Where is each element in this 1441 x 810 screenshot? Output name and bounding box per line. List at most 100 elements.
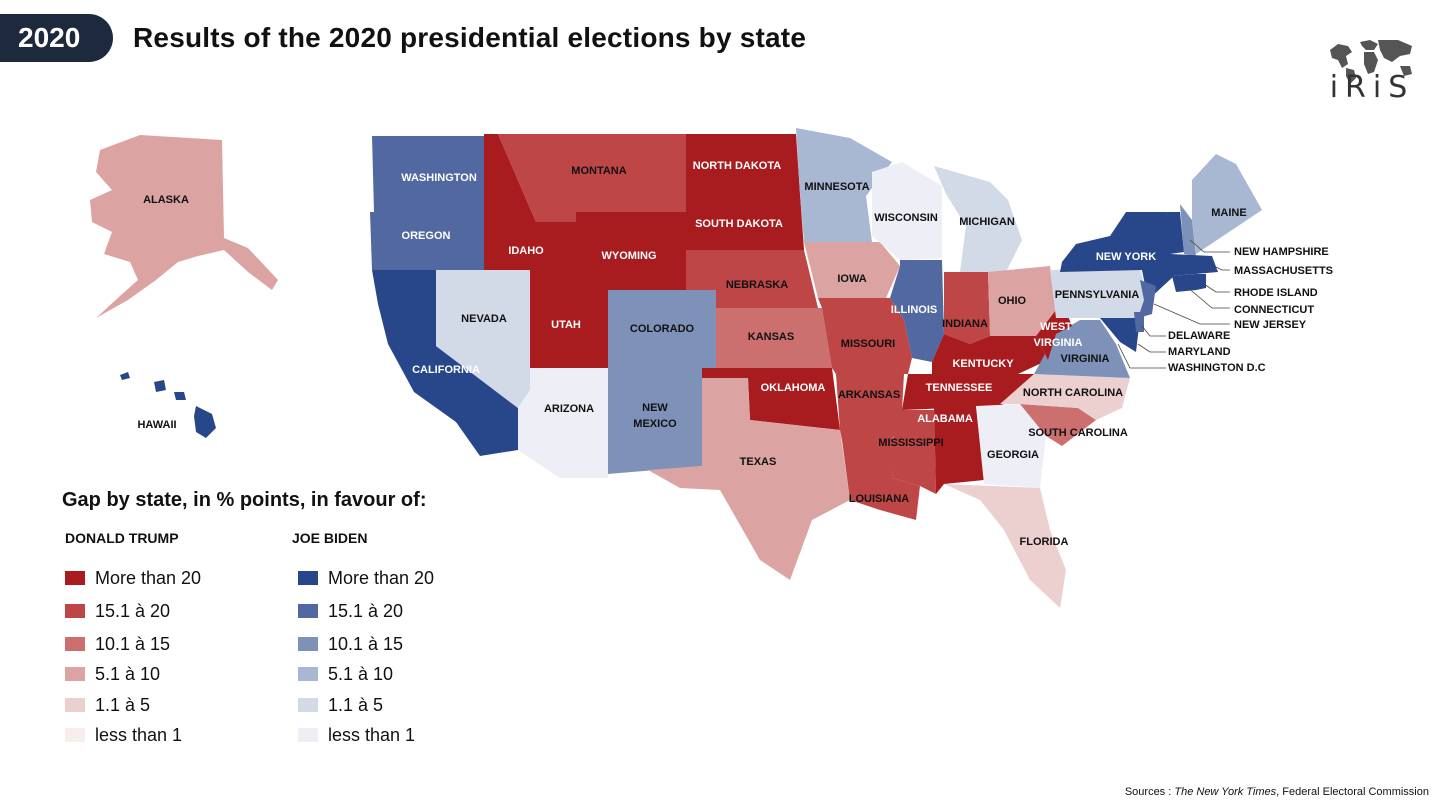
- sources-nyt: The New York Times: [1174, 786, 1277, 798]
- state-south-dakota[interactable]: [686, 194, 804, 250]
- state-new-york[interactable]: [1060, 212, 1174, 300]
- state-florida[interactable]: [944, 484, 1066, 608]
- state-idaho[interactable]: [484, 134, 576, 270]
- state-mississippi[interactable]: [892, 410, 936, 494]
- state-maine[interactable]: [1192, 154, 1262, 254]
- state-rhode-island[interactable]: [1196, 274, 1206, 290]
- state-pennsylvania[interactable]: [1050, 268, 1148, 318]
- state-indiana[interactable]: [944, 272, 990, 344]
- state-delaware[interactable]: [1134, 312, 1144, 332]
- label-maine: MAINE: [1211, 207, 1246, 219]
- legend-swatch: [65, 571, 85, 585]
- legend-trump-item: less than 1: [65, 725, 182, 745]
- label-idaho: IDAHO: [508, 245, 544, 257]
- state-ohio[interactable]: [988, 266, 1056, 336]
- label-arkansas: ARKANSAS: [838, 389, 900, 401]
- label-alabama: ALABAMA: [917, 413, 973, 425]
- sources-rest: , Federal Electoral Commission: [1276, 786, 1429, 798]
- legend-label: 10.1 à 15: [95, 634, 171, 654]
- state-michigan[interactable]: [934, 166, 1022, 272]
- state-wisconsin[interactable]: [872, 162, 942, 260]
- legend-label: More than 20: [328, 568, 435, 588]
- state-west-virginia[interactable]: [1036, 306, 1072, 360]
- label-west-virginia-line1: WEST: [1040, 321, 1072, 333]
- state-montana[interactable]: [498, 134, 686, 222]
- legend-label: 5.1 à 10: [328, 664, 394, 684]
- state-vermont[interactable]: [1166, 212, 1184, 254]
- legend-trump-item: 10.1 à 15: [65, 634, 170, 654]
- label-washington-dc: WASHINGTON D.C: [1168, 362, 1266, 374]
- state-new-mexico[interactable]: [608, 368, 702, 474]
- state-iowa[interactable]: [804, 242, 900, 298]
- label-rhode-island: RHODE ISLAND: [1234, 287, 1318, 299]
- legend-label: More than 20: [95, 568, 202, 588]
- label-washington: WASHINGTON: [401, 172, 477, 184]
- sources-note: Sources : The New York Times, Federal El…: [1125, 786, 1429, 798]
- legend-trump-item: 5.1 à 10: [65, 664, 160, 684]
- label-kentucky: KENTUCKY: [952, 358, 1014, 370]
- state-california[interactable]: [372, 270, 518, 456]
- iris-logo-text: iRiS: [1329, 70, 1415, 105]
- state-maryland[interactable]: [1100, 318, 1140, 352]
- label-new-mexico-line2: MEXICO: [633, 418, 677, 430]
- label-south-dakota: SOUTH DAKOTA: [695, 218, 783, 230]
- state-texas[interactable]: [648, 378, 850, 580]
- legend-swatch: [298, 604, 318, 618]
- state-oklahoma[interactable]: [702, 368, 840, 430]
- state-minnesota[interactable]: [796, 128, 892, 242]
- state-tennessee[interactable]: [902, 374, 1034, 410]
- state-wyoming[interactable]: [576, 212, 686, 290]
- year-badge: 2020: [0, 14, 113, 62]
- label-delaware: DELAWARE: [1168, 330, 1230, 342]
- legend-biden-item: 5.1 à 10: [298, 664, 393, 684]
- state-north-carolina[interactable]: [1000, 374, 1130, 420]
- state-colorado[interactable]: [608, 290, 716, 368]
- legend-title: Gap by state, in % points, in favour of:: [62, 489, 427, 511]
- legend-swatch: [298, 728, 318, 742]
- state-arkansas[interactable]: [836, 374, 904, 440]
- state-oregon[interactable]: [370, 212, 488, 270]
- state-nebraska[interactable]: [686, 250, 818, 308]
- label-west-virginia-line2: VIRGINIA: [1034, 337, 1083, 349]
- legend-biden-item: 10.1 à 15: [298, 634, 403, 654]
- legend-swatch: [298, 667, 318, 681]
- legend-biden-item: More than 20: [298, 568, 434, 588]
- state-washington[interactable]: [372, 136, 484, 212]
- legend-label: 1.1 à 5: [95, 695, 151, 715]
- legend-biden-header: JOE BIDEN: [292, 530, 368, 546]
- legend-trump-item: 15.1 à 20: [65, 601, 170, 621]
- state-south-carolina[interactable]: [1020, 404, 1096, 446]
- label-florida: FLORIDA: [1020, 536, 1069, 548]
- state-missouri[interactable]: [818, 298, 912, 374]
- state-massachusetts[interactable]: [1170, 254, 1218, 276]
- state-alaska[interactable]: [90, 135, 278, 318]
- state-new-hampshire[interactable]: [1180, 204, 1196, 256]
- state-arizona[interactable]: [518, 368, 608, 478]
- state-kentucky[interactable]: [932, 334, 1048, 374]
- label-arizona: ARIZONA: [544, 403, 594, 415]
- label-montana: MONTANA: [571, 165, 626, 177]
- state-louisiana[interactable]: [842, 440, 920, 520]
- sources-prefix: Sources :: [1124, 786, 1175, 798]
- legend-swatch: [65, 698, 85, 712]
- label-north-carolina: NORTH CAROLINA: [1023, 387, 1123, 399]
- legend-label: 10.1 à 15: [328, 634, 404, 654]
- state-connecticut[interactable]: [1172, 274, 1196, 292]
- state-kansas[interactable]: [716, 308, 832, 368]
- state-nevada[interactable]: [436, 270, 530, 408]
- state-alabama[interactable]: [934, 406, 984, 494]
- state-georgia[interactable]: [976, 404, 1046, 488]
- label-kansas: KANSAS: [748, 331, 794, 343]
- state-utah[interactable]: [530, 270, 608, 368]
- state-north-dakota[interactable]: [686, 134, 800, 194]
- state-hawaii[interactable]: [120, 372, 216, 438]
- state-illinois[interactable]: [890, 260, 944, 362]
- state-virginia[interactable]: [1034, 320, 1130, 378]
- label-tennessee: TENNESSEE: [926, 382, 993, 394]
- legend-label: 5.1 à 10: [95, 664, 161, 684]
- state-new-jersey[interactable]: [1138, 280, 1156, 318]
- label-missouri: MISSOURI: [841, 338, 895, 350]
- label-new-mexico-line1: NEW: [642, 402, 668, 414]
- legend-label: 1.1 à 5: [328, 695, 384, 715]
- legend-swatch: [65, 667, 85, 681]
